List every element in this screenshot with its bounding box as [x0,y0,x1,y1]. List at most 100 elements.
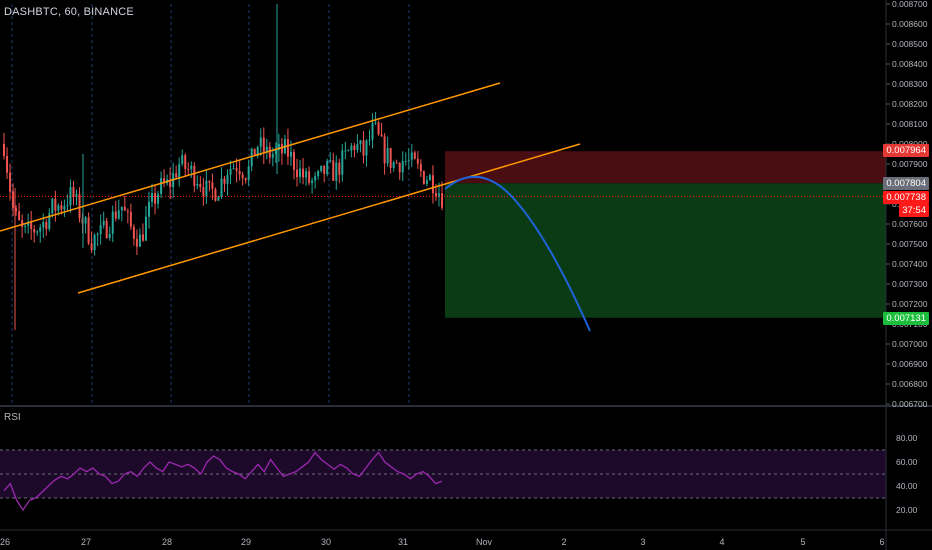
time-axis-label: 27 [81,537,91,547]
candle-body [141,234,144,241]
candle-body [274,150,277,155]
candle-body [151,192,154,203]
price-tick-label: 0.007400 [892,259,928,269]
candle-body [398,163,401,173]
candle-body [317,171,320,177]
drawing-tools[interactable] [0,82,591,332]
candle-body [205,180,208,196]
candle-body [226,174,229,184]
candle-body [190,165,193,170]
symbol-title: DASHBTC, 60, BINANCE [4,6,134,18]
candle-body [48,213,51,230]
candle-body [262,137,265,153]
candle-body [229,168,232,175]
candle-body [404,160,407,162]
time-axis-label: 5 [800,537,805,547]
candle-body [292,152,295,170]
candle-body [175,173,178,178]
candle-body [419,163,422,172]
time-axis-label: 28 [162,537,172,547]
rsi-tick-label: 60.00 [896,457,918,467]
candle-body [392,162,395,168]
candle-body [401,160,404,173]
candle-body [256,146,259,156]
candle-body [6,155,9,173]
candle-body [196,184,199,186]
candle-body [359,140,362,144]
price-tick-label: 0.007600 [892,219,928,229]
candle-body [102,220,105,226]
candle-body [416,158,419,164]
candle-body [326,160,329,174]
candle-body [244,178,247,181]
candle-body [407,159,410,161]
position-zones [445,151,886,318]
target-tag: 0.007131 [883,312,929,325]
candle-body [93,234,96,251]
candle-body [211,182,214,190]
channel-lower-line [77,143,581,294]
time-axis-label: 2 [561,537,566,547]
candle-body [135,238,138,247]
time-axis-label: 6 [879,537,884,547]
candlestick-series [0,4,886,330]
price-tick-label: 0.006700 [892,399,928,409]
candle-body [332,160,335,181]
candle-body [335,162,338,181]
candle-body [434,193,437,198]
candle-body [160,178,163,194]
candle-body [308,171,311,183]
candle-body [253,148,256,156]
candle-body [147,202,150,217]
price-tick-label: 0.007500 [892,239,928,249]
candle-body [184,155,187,170]
candle-body [220,178,223,197]
last-price-tag: 0.007738 [883,191,929,204]
time-axis-label: 4 [719,537,724,547]
candle-body [12,191,15,209]
candle-body [389,148,392,168]
candle-body [223,178,226,184]
rsi-tick-label: 20.00 [896,505,918,515]
candle-body [87,217,90,244]
candle-body [138,234,141,247]
candle-body [347,150,350,152]
stop-loss-zone [445,151,886,184]
projection-curve [444,175,591,332]
price-tick-label: 0.007200 [892,299,928,309]
candle-body [202,187,205,196]
candle-body [386,148,389,164]
candle-body [422,171,425,184]
candle-body [126,210,129,212]
candle-body [72,187,75,197]
price-tick-label: 0.008700 [892,0,928,9]
candle-body [383,136,386,164]
candle-body [280,143,283,154]
stop-loss-tag: 0.007964 [883,144,929,157]
candle-body [157,193,160,204]
candle-body [96,234,99,236]
candle-body [329,160,332,162]
candle-body [105,220,108,239]
rsi-tick-label: 80.00 [896,433,918,443]
candle-body [380,134,383,137]
candle-body [441,193,443,208]
candle-body [33,228,36,233]
time-axis-label: 26 [0,537,10,547]
price-tick-label: 0.008600 [892,19,928,29]
price-tick-label: 0.006800 [892,379,928,389]
candle-body [154,192,157,204]
price-tick-label: 0.008400 [892,59,928,69]
candle-body [84,217,87,224]
candle-body [271,154,274,158]
candle-body [238,170,241,175]
candle-body [320,165,323,172]
candle-body [42,222,45,228]
rsi-title: RSI [4,412,21,423]
candle-body [350,145,353,151]
candle-body [265,146,268,153]
candle-body [374,122,377,124]
candle-body [45,222,48,230]
